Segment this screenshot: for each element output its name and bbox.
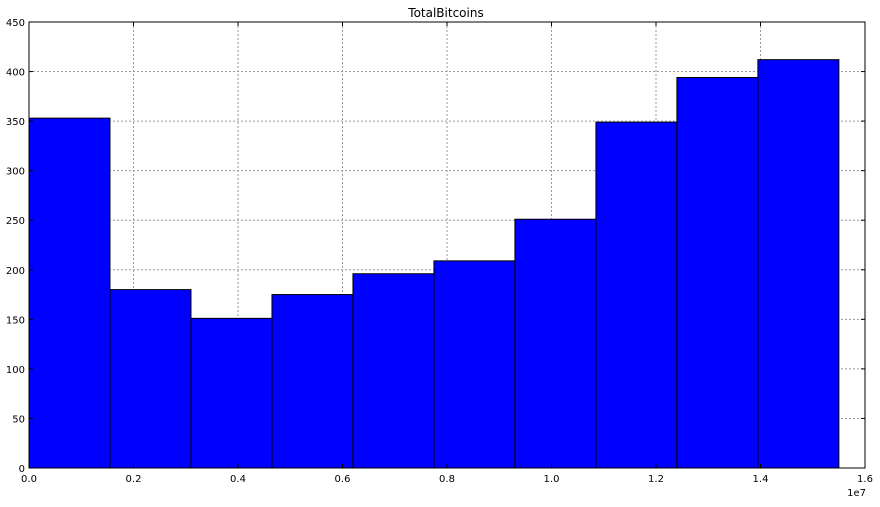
axis-ticks [28,21,866,469]
histogram-bar [109,289,192,469]
x-tick-label: 1.6 [857,474,873,485]
histogram-bar [190,317,273,469]
histogram-bar [352,273,435,469]
x-tick-label: 1.4 [753,474,769,485]
x-tick-label: 0.6 [335,474,351,485]
x-axis-tick-labels: 0.0 0.2 0.4 0.6 0.8 1.0 1.2 1.4 1.6 [21,474,873,485]
y-tick-label: 350 [6,117,25,128]
y-tick-label: 200 [6,266,25,277]
histogram-bar [271,294,354,469]
x-tick-label: 0.8 [439,474,455,485]
y-axis-tick-labels: 0 50 100 150 200 250 300 350 400 450 [6,18,25,475]
y-tick-label: 150 [6,315,25,326]
histogram-bar [757,59,840,469]
histogram-bar [514,218,597,469]
histogram-bars [28,59,840,469]
y-tick-label: 450 [6,18,25,29]
chart-title: TotalBitcoins [407,6,483,20]
y-tick-label: 250 [6,216,25,227]
x-tick-label: 0.2 [126,474,142,485]
y-tick-label: 50 [12,414,25,425]
x-tick-label: 0.0 [21,474,37,485]
histogram-bar [676,77,759,469]
histogram-bar [595,121,678,469]
x-tick-label: 1.2 [648,474,664,485]
x-tick-label: 0.4 [230,474,246,485]
y-tick-label: 400 [6,68,25,79]
x-tick-label: 1.0 [544,474,560,485]
y-tick-label: 0 [19,464,25,475]
y-tick-label: 300 [6,167,25,178]
histogram-bar [28,117,111,469]
y-tick-label: 100 [6,365,25,376]
histogram-bar [433,260,516,469]
x-axis-offset-label: 1e7 [847,488,866,499]
